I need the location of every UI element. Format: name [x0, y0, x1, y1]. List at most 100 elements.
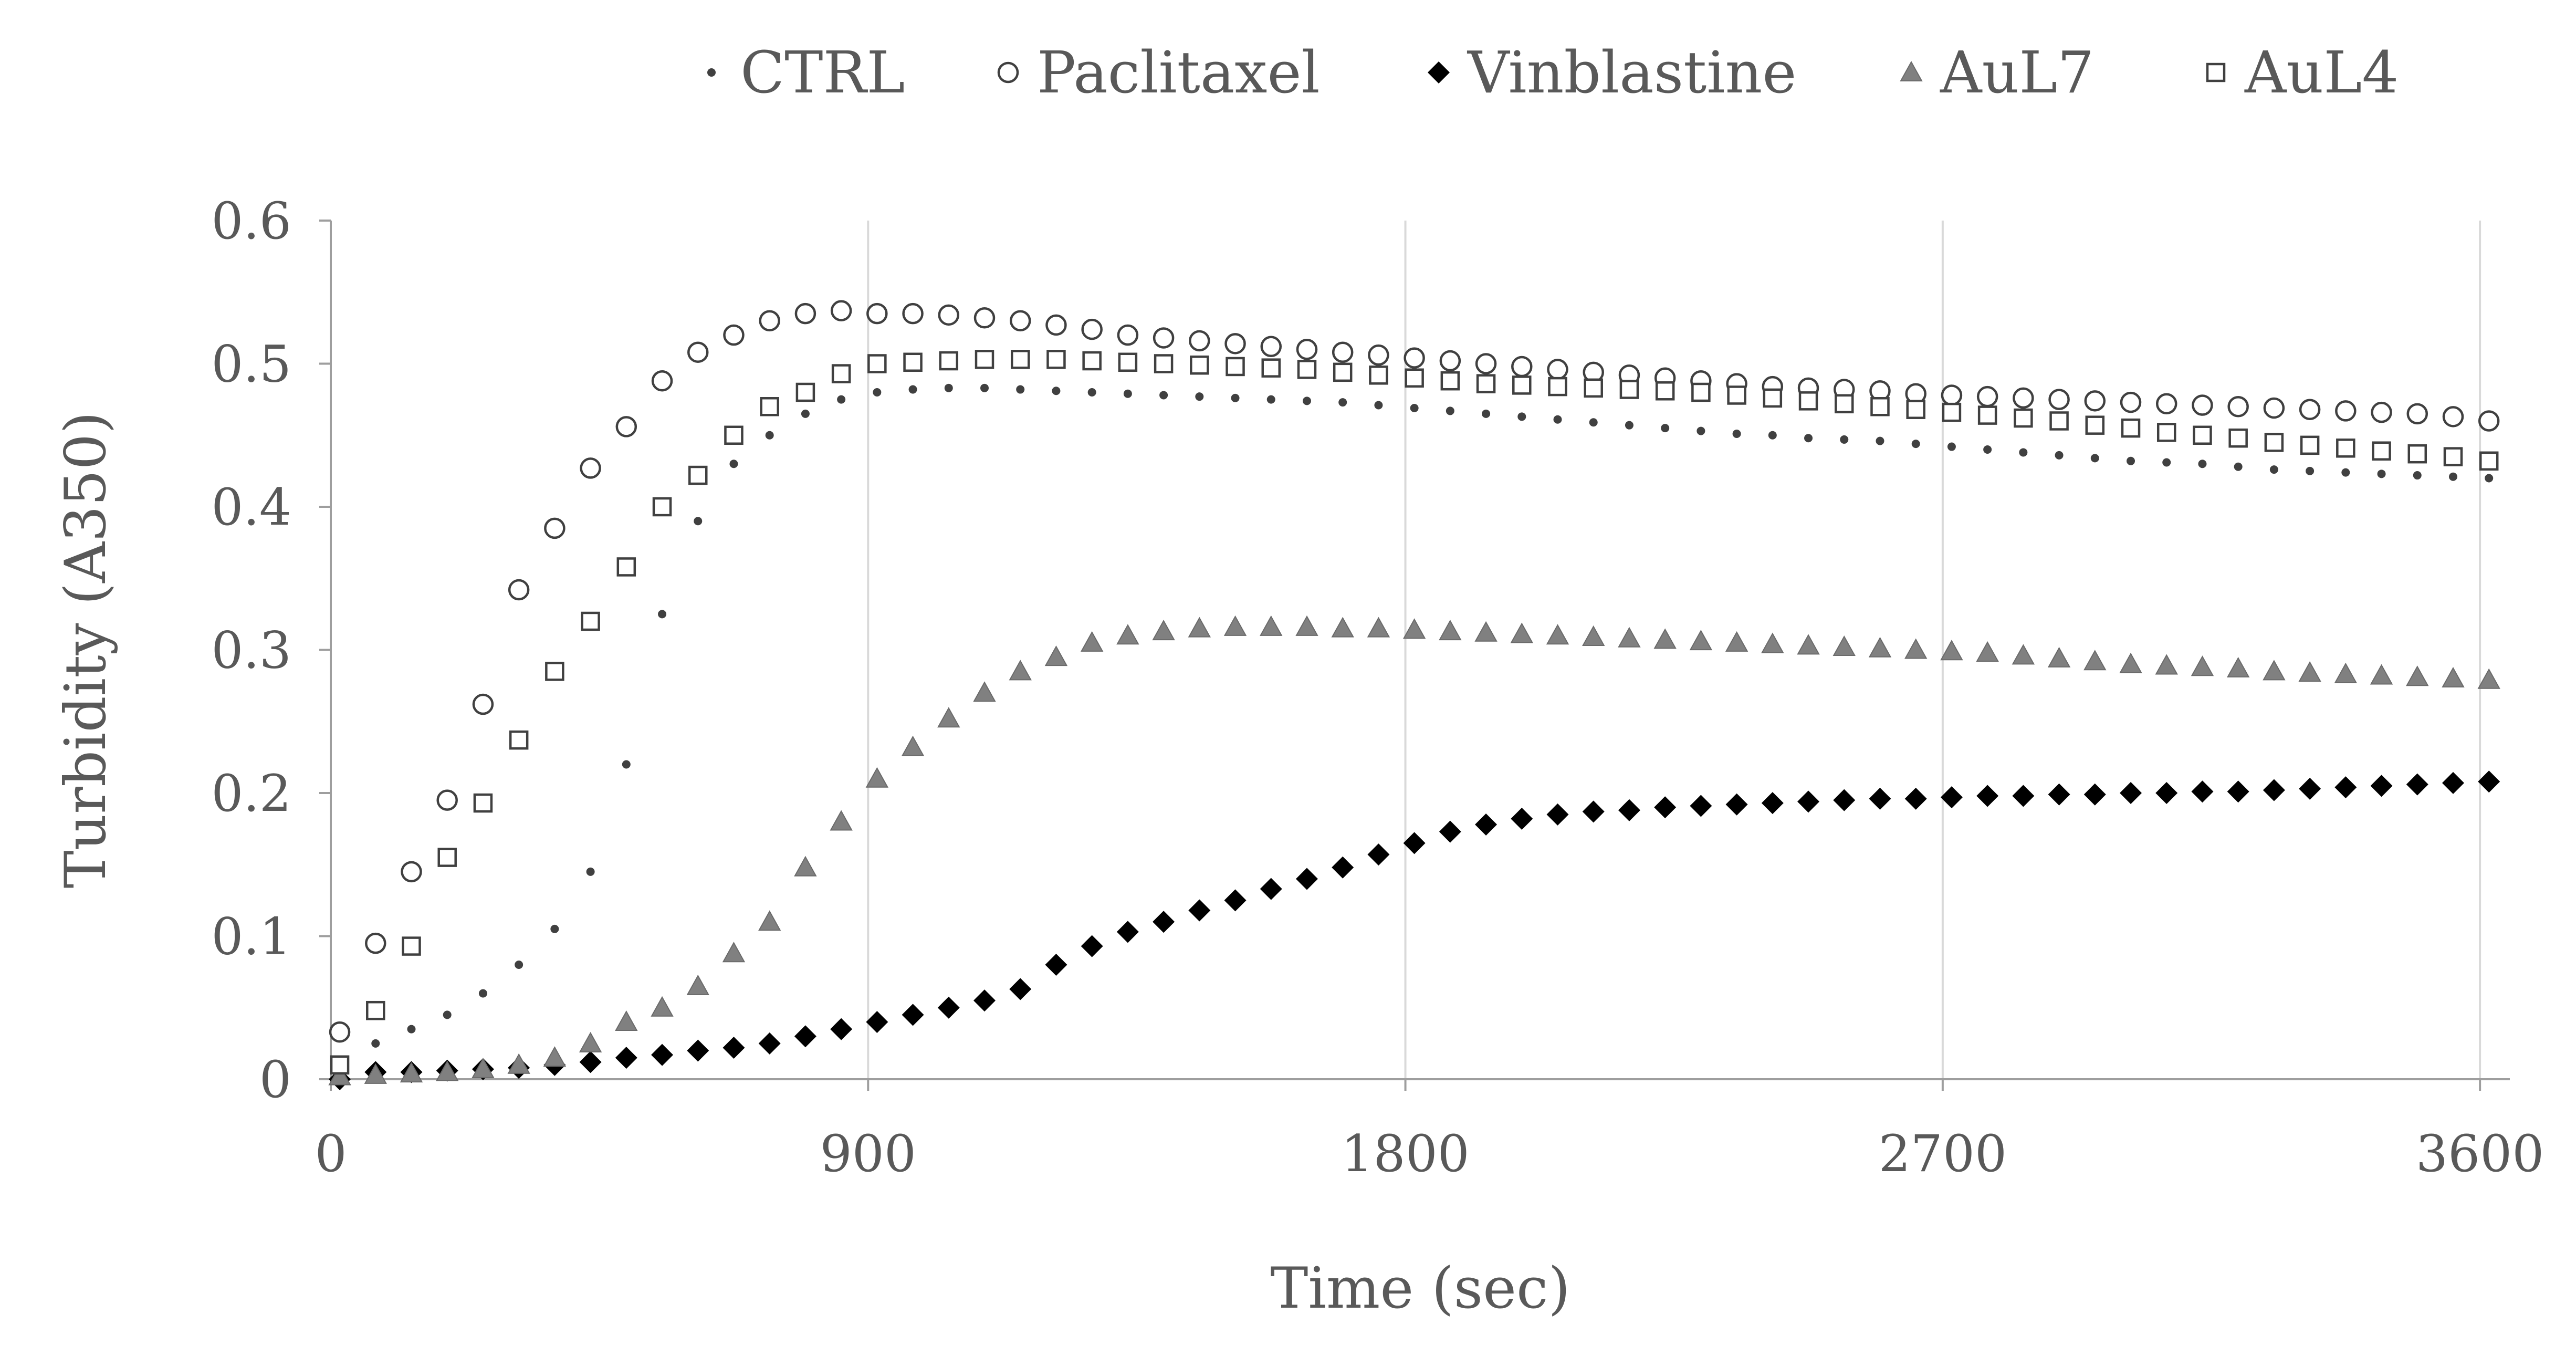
- data-point: [937, 996, 960, 1019]
- data-point: [1904, 638, 1928, 659]
- legend-item-ctrl: CTRL: [707, 39, 905, 106]
- data-point: [2372, 441, 2391, 461]
- data-point: [1116, 624, 1139, 645]
- data-point: [1870, 397, 1890, 416]
- data-point: [2334, 662, 2358, 683]
- data-point: [2048, 783, 2070, 806]
- data-point: [579, 1031, 602, 1052]
- data-point: [1976, 785, 1999, 807]
- y-tick-label: 0: [259, 1050, 291, 1109]
- data-point: [722, 942, 746, 963]
- data-point: [908, 385, 917, 394]
- data-point: [651, 1044, 674, 1066]
- data-point: [1475, 353, 1497, 374]
- data-point: [722, 1037, 745, 1059]
- data-point: [2263, 779, 2285, 801]
- data-point: [2442, 771, 2464, 794]
- data-point: [1832, 635, 1856, 656]
- data-point: [973, 681, 996, 702]
- data-point: [1618, 627, 1641, 648]
- data-point: [1835, 394, 1854, 414]
- data-point: [1153, 327, 1175, 349]
- data-point: [472, 693, 494, 715]
- data-point: [651, 996, 674, 1017]
- data-point: [729, 460, 738, 468]
- data-point: [2191, 655, 2214, 676]
- data-point: [1153, 911, 1175, 933]
- data-point: [2191, 780, 2214, 803]
- data-point: [2299, 399, 2321, 420]
- data-point: [866, 1011, 888, 1033]
- data-point: [1369, 366, 1388, 385]
- data-point: [759, 310, 780, 331]
- data-point: [1367, 843, 1390, 866]
- data-point: [2083, 650, 2107, 671]
- data-point: [1548, 377, 1567, 397]
- data-point: [2012, 644, 2035, 665]
- data-point: [1224, 889, 1247, 912]
- y-tick-label: 0.2: [211, 764, 291, 823]
- data-point: [1761, 632, 1784, 653]
- data-point: [580, 457, 601, 479]
- data-point: [2406, 665, 2429, 686]
- data-point: [795, 382, 815, 402]
- data-point: [1869, 787, 1891, 810]
- data-point: [1081, 935, 1103, 957]
- data-point: [1188, 899, 1211, 922]
- data-point: [1231, 393, 1240, 402]
- data-point: [407, 1025, 416, 1034]
- legend: CTRL Paclitaxel Vinblastine AuL7 AuL4: [707, 39, 2399, 106]
- legend-label: Paclitaxel: [1037, 39, 1320, 106]
- data-point: [1732, 430, 1741, 439]
- data-point: [1338, 398, 1347, 407]
- legend-marker-dot: [707, 68, 716, 77]
- legend-marker-triangle: [1900, 60, 1923, 81]
- data-point: [2014, 408, 2033, 428]
- grid-layer: [867, 221, 2481, 1079]
- data-point: [975, 350, 994, 369]
- data-point: [2264, 433, 2284, 452]
- data-point: [758, 1032, 781, 1055]
- data-point: [1046, 350, 1066, 369]
- data-point: [1296, 339, 1318, 360]
- data-point: [973, 989, 996, 1012]
- data-point: [1118, 352, 1138, 372]
- x-tick-label: 0: [315, 1124, 347, 1183]
- data-point: [2370, 664, 2393, 685]
- data-point: [2371, 401, 2392, 423]
- data-point: [1087, 388, 1096, 397]
- data-point: [1582, 625, 1605, 646]
- data-point: [1332, 341, 1354, 363]
- data-point: [443, 1010, 452, 1019]
- data-point: [2192, 394, 2213, 416]
- data-point: [1689, 630, 1713, 651]
- y-tick-label: 0.3: [211, 621, 291, 680]
- legend-item-paclitaxel: Paclitaxel: [997, 39, 1320, 106]
- data-point: [688, 465, 708, 485]
- data-point: [1589, 418, 1598, 427]
- data-point: [328, 1065, 351, 1086]
- x-tick-labels: 0 900 1800 2700 3600: [315, 1079, 2544, 1183]
- data-point: [652, 497, 672, 517]
- data-point: [1261, 358, 1281, 378]
- data-point: [2298, 661, 2321, 682]
- data-point: [2120, 782, 2142, 804]
- data-point: [2120, 391, 2142, 413]
- data-point: [2406, 773, 2428, 796]
- data-point: [2228, 428, 2248, 448]
- data-point: [1690, 795, 1712, 817]
- data-point: [2299, 777, 2321, 800]
- data-point: [1009, 310, 1031, 331]
- data-point: [867, 354, 887, 373]
- data-point: [794, 303, 816, 325]
- data-point: [830, 810, 853, 831]
- data-point: [2413, 471, 2422, 480]
- data-point: [2227, 396, 2249, 418]
- data-point: [1152, 620, 1175, 641]
- legend-marker-circle: [997, 61, 1019, 84]
- data-point: [1942, 402, 1962, 422]
- data-point: [330, 1055, 350, 1075]
- x-tick-label: 2700: [1879, 1124, 2007, 1183]
- y-tick-label: 0.6: [211, 192, 291, 251]
